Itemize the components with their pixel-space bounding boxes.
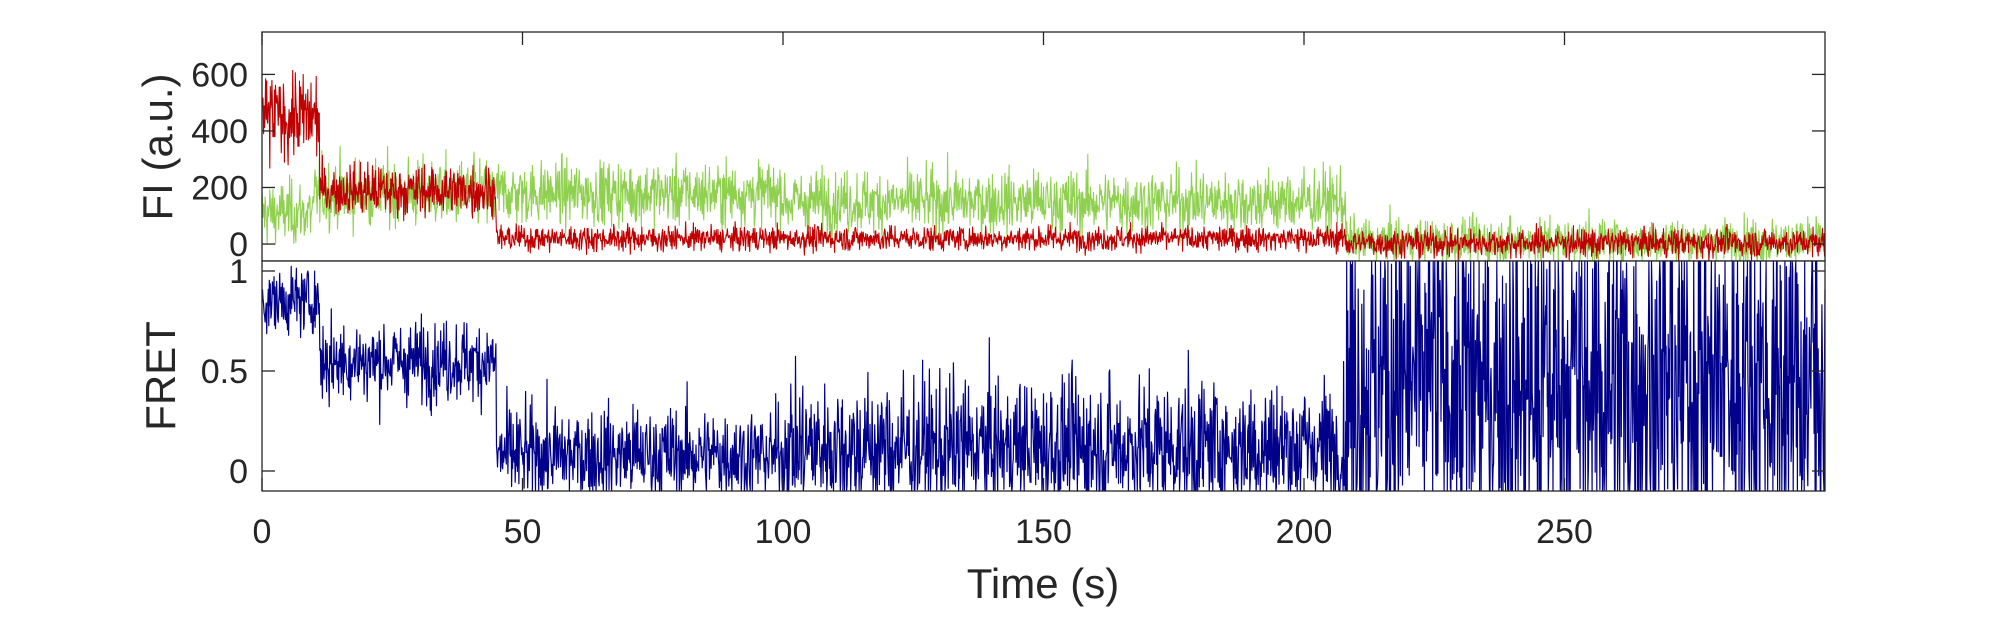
fret-y-ticks: 00.51: [201, 253, 1825, 491]
intensity-y-tick-label: 400: [191, 113, 248, 151]
intensity-plot-area: [262, 32, 1825, 261]
fret-traces: [261, 260, 1826, 492]
intensity-traces: [261, 69, 1826, 262]
fret-y-axis-label: FRET: [137, 321, 184, 431]
time-x-tick-label: 150: [1015, 513, 1072, 551]
intensity-y-axis-label: FI (a.u.): [134, 73, 181, 220]
intensity-series-1-line: [261, 69, 1826, 262]
intensity-y-tick-label: 600: [191, 56, 248, 94]
fret-y-tick-label: 0: [229, 453, 248, 491]
fret-y-tick-label: 0.5: [201, 353, 248, 391]
fret-axes-frame: [261, 260, 1826, 492]
fret-series-0-line: [261, 260, 1826, 492]
intensity-series-0-line: [261, 145, 1826, 262]
intensity-y-tick-label: 0: [229, 226, 248, 264]
time-x-ticks: 0 50 100 150 200 250: [253, 32, 1593, 551]
time-x-axis-label: Time (s): [967, 560, 1119, 607]
time-x-tick-label: 0: [253, 513, 272, 551]
time-x-tick-label: 200: [1276, 513, 1333, 551]
time-x-tick-label: 100: [755, 513, 812, 551]
intensity-y-tick-label: 200: [191, 169, 248, 207]
intensity-panel: 0 200 400 600 FI (a.u.): [134, 31, 1826, 264]
time-x-tick-label: 50: [504, 513, 542, 551]
fret-y-tick-label: 1: [229, 253, 248, 291]
intensity-y-ticks: 0 200 400 600: [191, 56, 1825, 264]
time-x-tick-label: 250: [1536, 513, 1593, 551]
fret-panel: 00.51 0 50 100 150 200 250 FRET Time (s): [137, 32, 1826, 607]
